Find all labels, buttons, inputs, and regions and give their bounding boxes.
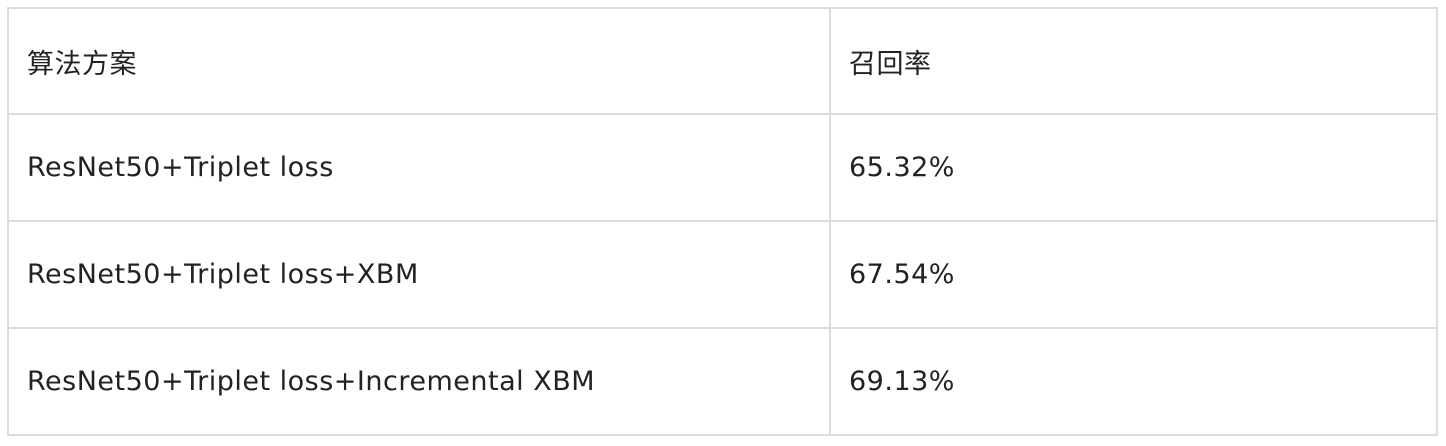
cell-method: ResNet50+Triplet loss — [7, 113, 831, 222]
cell-recall: 65.32% — [829, 113, 1438, 222]
cell-recall: 69.13% — [829, 327, 1438, 436]
header-recall: 召回率 — [829, 7, 1438, 115]
table-row: ResNet50+Triplet loss 65.32% — [7, 113, 1438, 222]
cell-method: ResNet50+Triplet loss+Incremental XBM — [7, 327, 831, 436]
cell-method: ResNet50+Triplet loss+XBM — [7, 220, 831, 329]
cell-recall: 67.54% — [829, 220, 1438, 329]
table-row: ResNet50+Triplet loss+XBM 67.54% — [7, 220, 1438, 329]
header-method: 算法方案 — [7, 7, 831, 115]
table-header-row: 算法方案 召回率 — [7, 7, 1438, 115]
results-table: 算法方案 召回率 ResNet50+Triplet loss 65.32% Re… — [7, 7, 1438, 436]
table-row: ResNet50+Triplet loss+Incremental XBM 69… — [7, 327, 1438, 436]
